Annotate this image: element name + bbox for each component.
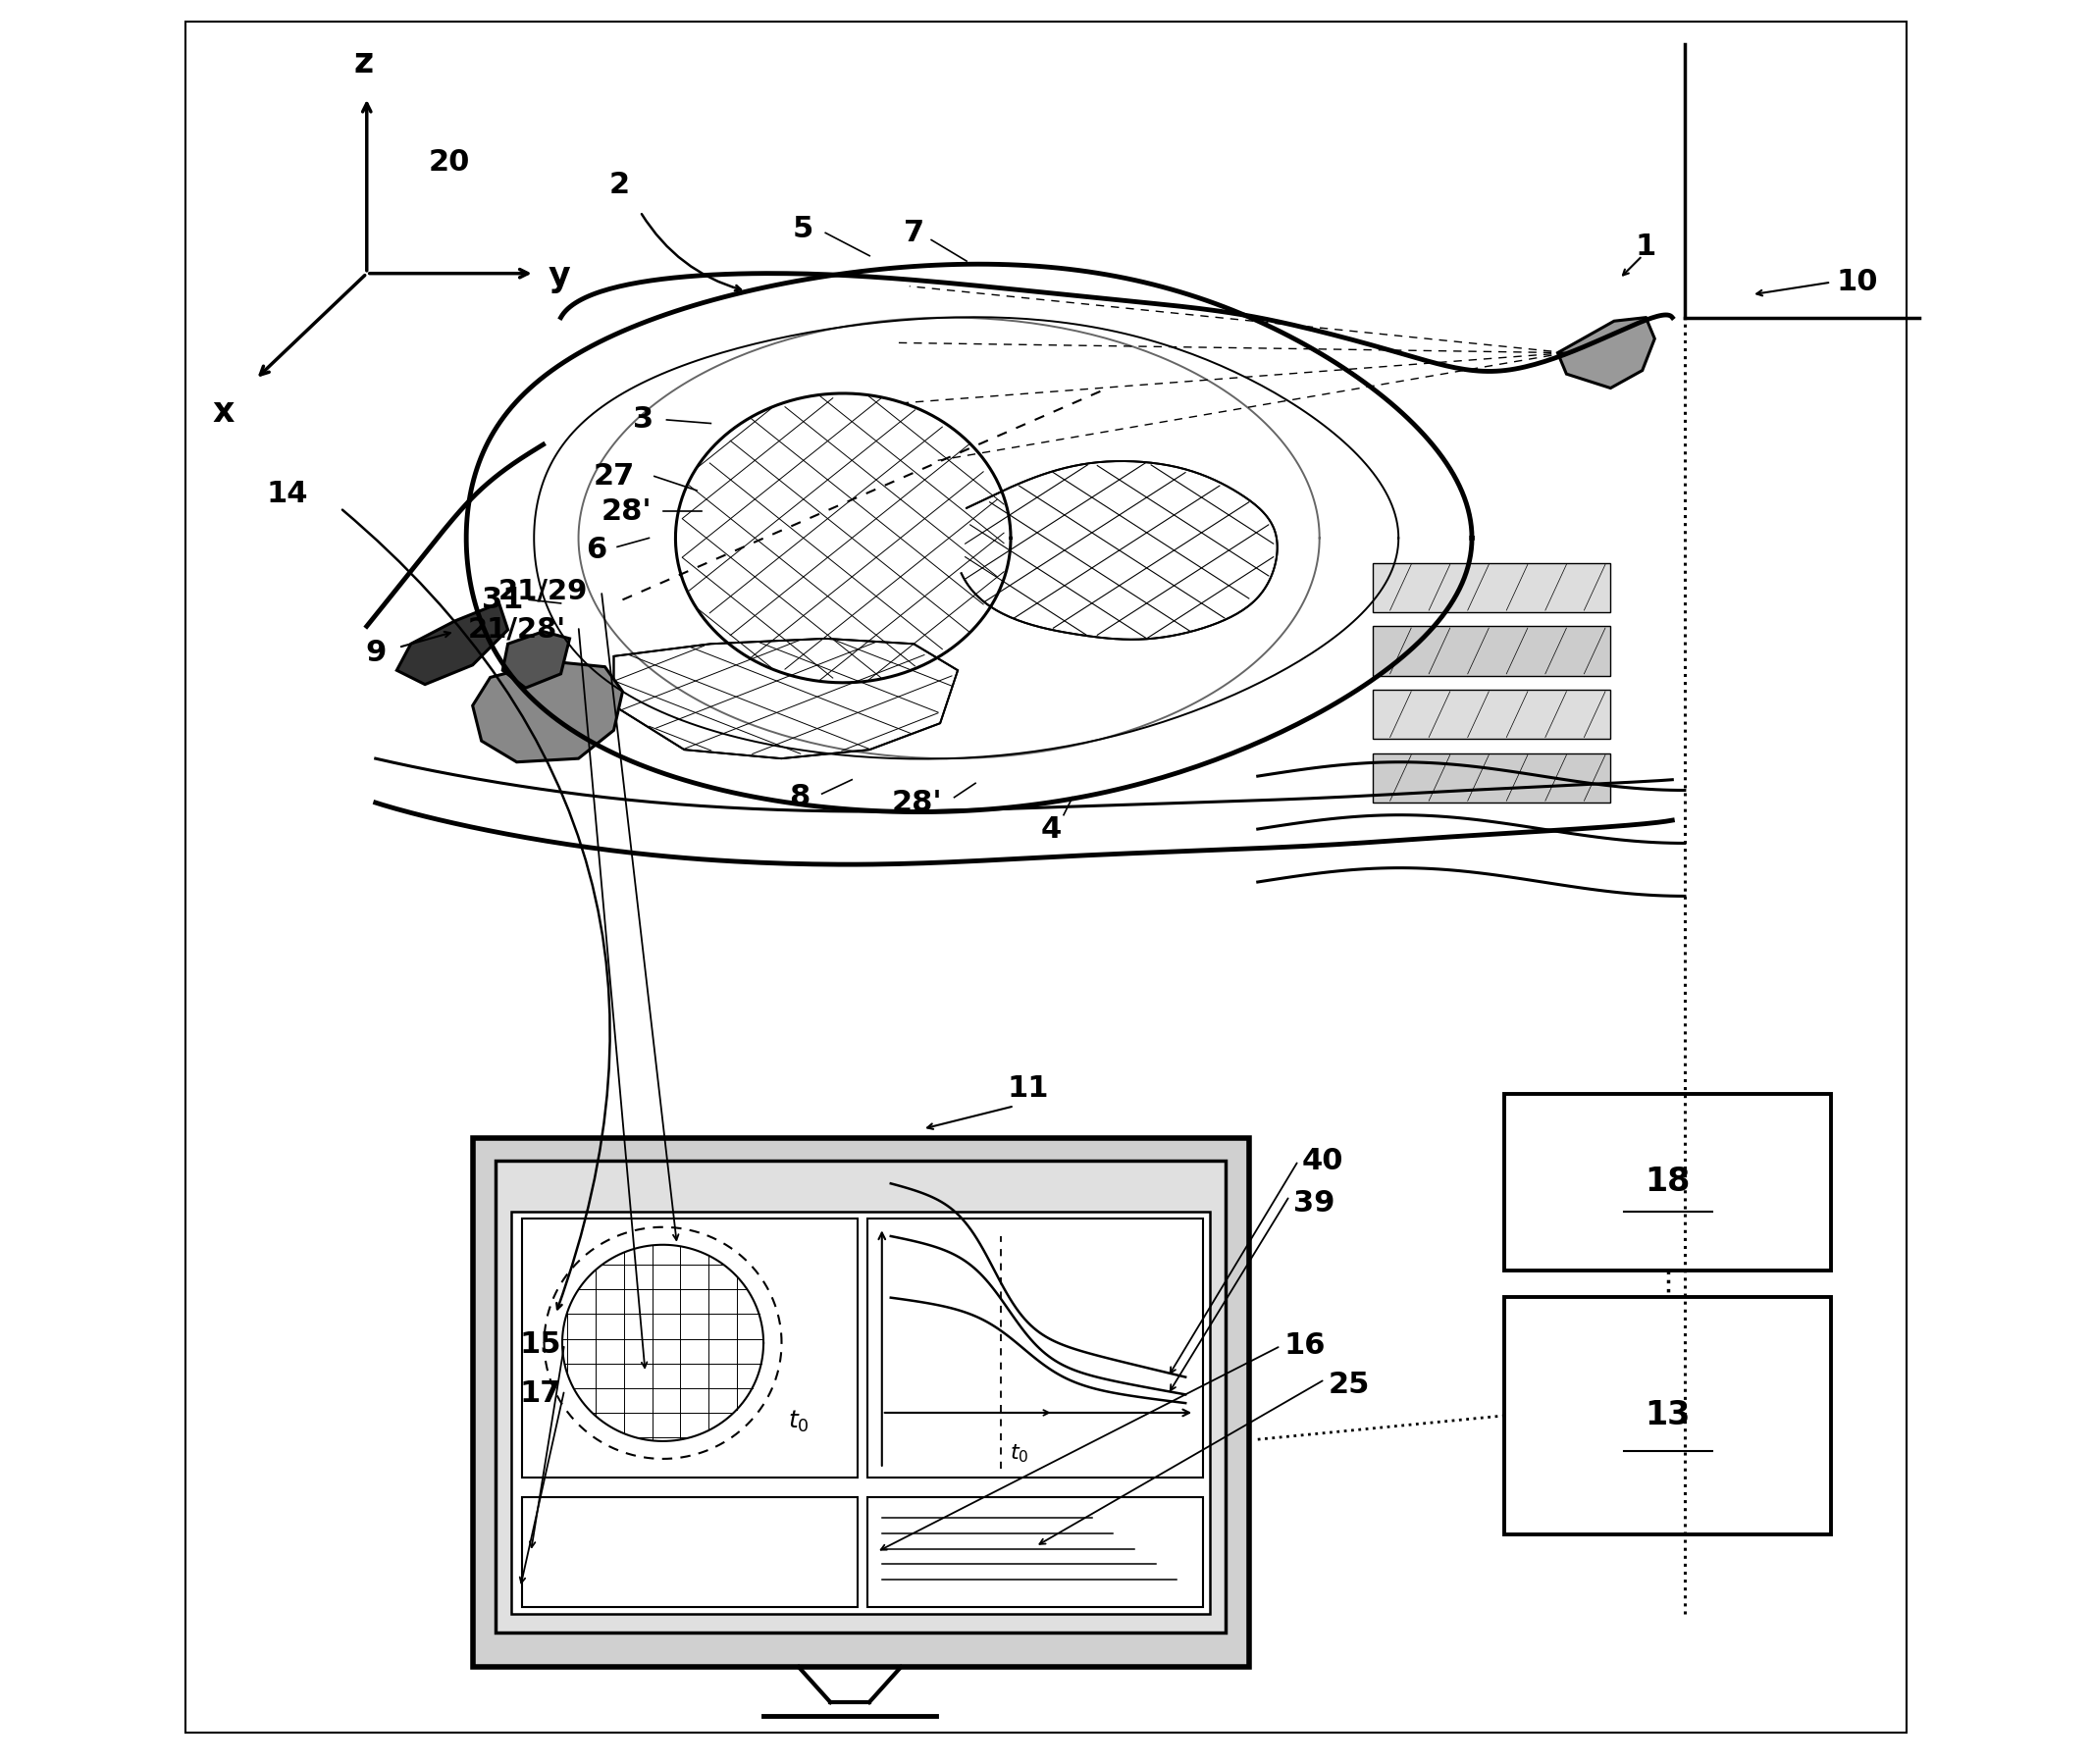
Text: 28': 28' [891, 789, 943, 817]
Text: 5: 5 [793, 215, 814, 243]
Text: 16: 16 [1284, 1332, 1326, 1360]
Bar [868, 1498, 1203, 1607]
Text: 15: 15 [519, 1330, 561, 1358]
Text: 6: 6 [586, 536, 607, 564]
Text: 28': 28' [600, 497, 651, 526]
Text: 25: 25 [1328, 1371, 1370, 1399]
Text: 10: 10 [1837, 268, 1879, 296]
Text: 8: 8 [789, 783, 810, 811]
Text: 20: 20 [429, 148, 471, 176]
Bar [1504, 1094, 1830, 1270]
Bar [1372, 626, 1611, 676]
Polygon shape [502, 632, 569, 688]
Bar [1372, 563, 1611, 612]
Text: 27: 27 [592, 462, 634, 490]
Text: 40: 40 [1301, 1147, 1343, 1175]
Polygon shape [962, 460, 1278, 640]
Text: 3: 3 [634, 406, 655, 434]
Text: 31: 31 [481, 586, 523, 614]
Bar [510, 1212, 1209, 1614]
Bar [1372, 753, 1611, 803]
Text: y: y [548, 261, 571, 293]
Polygon shape [473, 662, 623, 762]
Text: 14: 14 [266, 480, 308, 508]
Text: 2: 2 [609, 171, 630, 199]
Text: $t_0$: $t_0$ [789, 1409, 810, 1434]
Polygon shape [1559, 318, 1655, 388]
Text: 17: 17 [519, 1379, 561, 1408]
Text: 39: 39 [1293, 1189, 1335, 1217]
Text: 7: 7 [904, 219, 925, 247]
Polygon shape [397, 603, 508, 684]
Bar [496, 1161, 1226, 1633]
Text: 21/28': 21/28' [469, 616, 565, 644]
Bar [523, 1219, 858, 1476]
Text: 18: 18 [1644, 1166, 1690, 1198]
Text: $t_0$: $t_0$ [1010, 1443, 1029, 1466]
Text: 11: 11 [1008, 1074, 1050, 1102]
Text: 9: 9 [366, 639, 387, 667]
Text: x: x [213, 395, 234, 429]
Bar [523, 1498, 858, 1607]
Bar [1504, 1297, 1830, 1535]
Bar [1372, 690, 1611, 739]
Text: z: z [354, 46, 372, 79]
Bar [868, 1219, 1203, 1476]
Text: 13: 13 [1644, 1399, 1690, 1432]
Text: 21/29: 21/29 [498, 577, 588, 605]
FancyBboxPatch shape [473, 1138, 1249, 1667]
Polygon shape [613, 639, 958, 759]
Text: 1: 1 [1636, 233, 1657, 261]
Text: 4: 4 [1042, 815, 1063, 843]
